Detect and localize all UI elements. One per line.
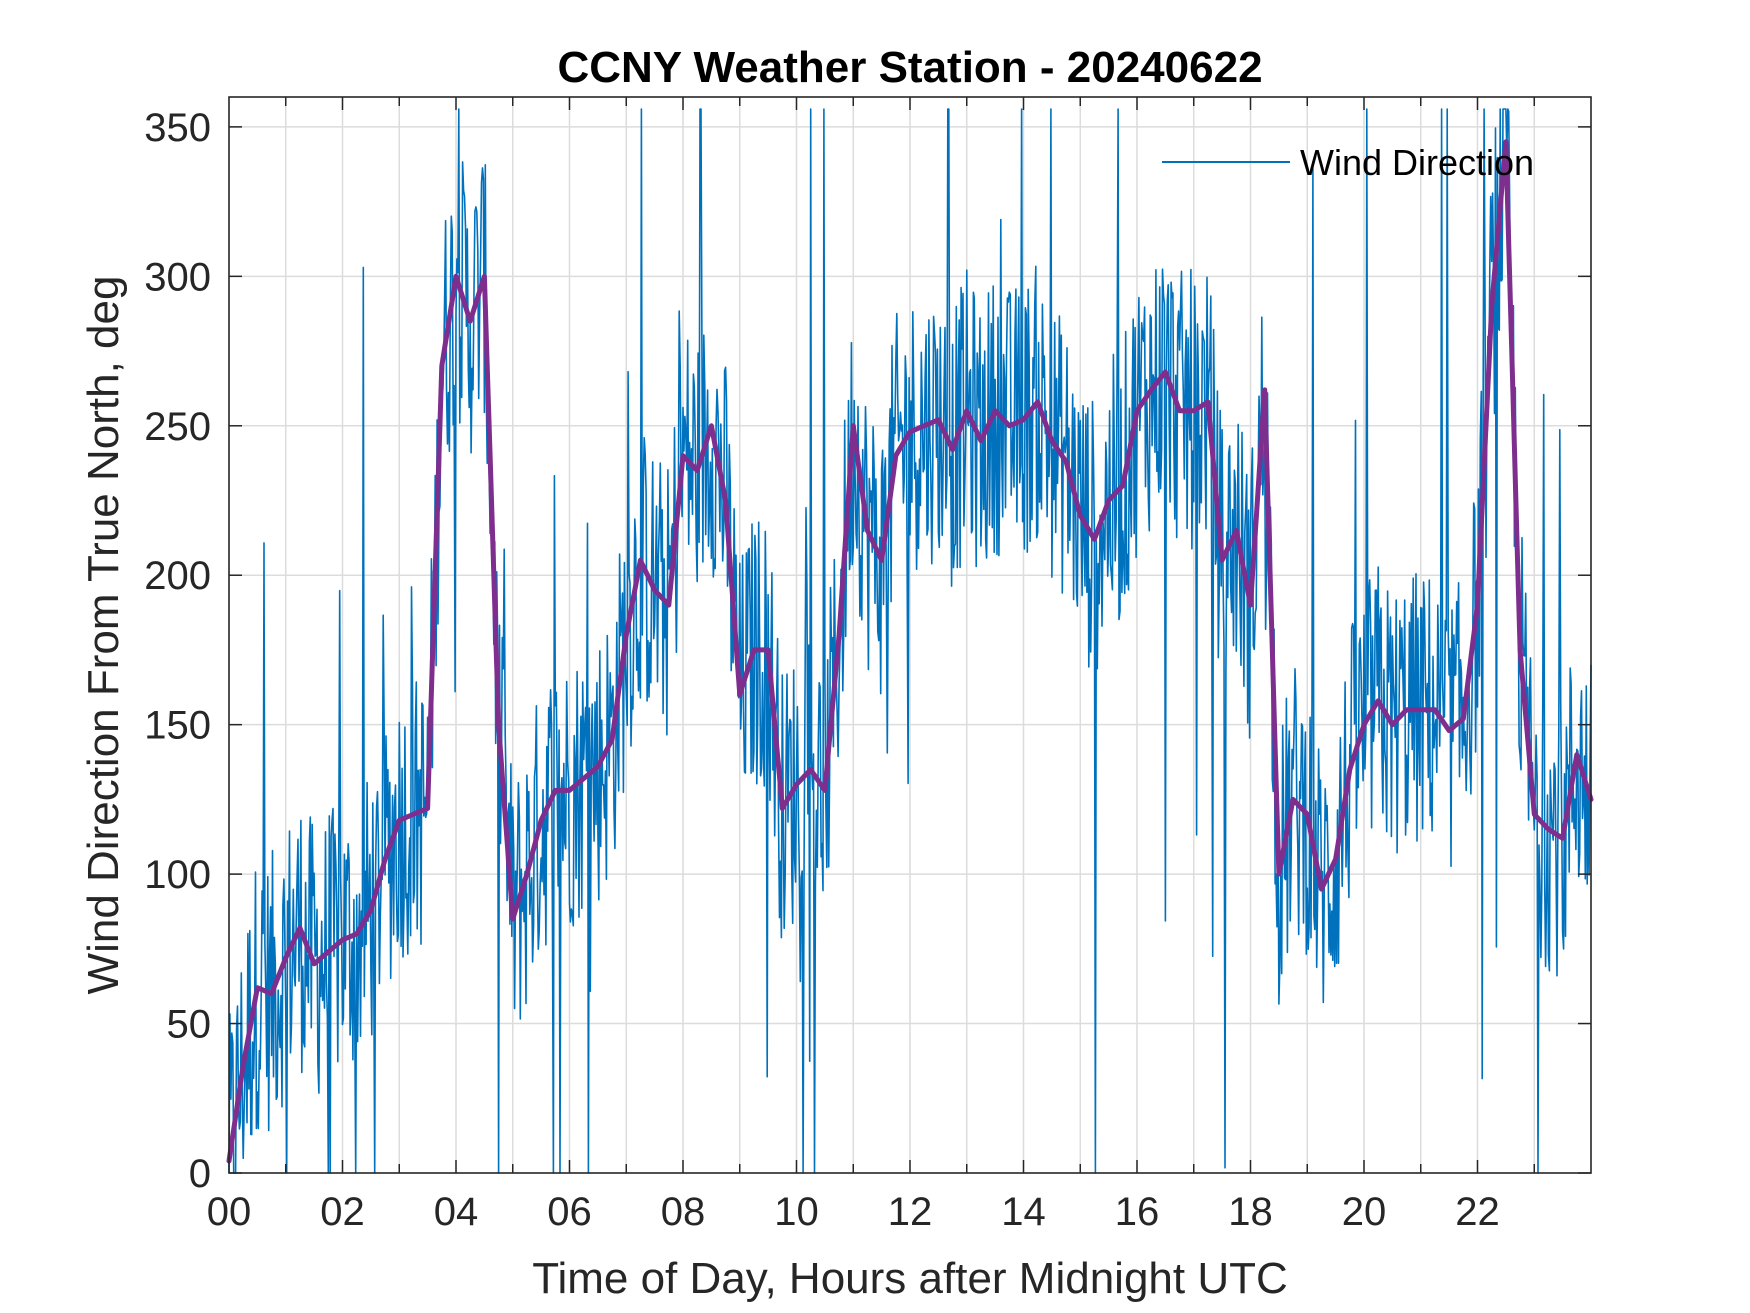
y-tick-label: 100: [144, 853, 211, 897]
x-tick-label: 14: [1001, 1190, 1046, 1234]
x-axis-title: Time of Day, Hours after Midnight UTC: [532, 1254, 1288, 1303]
y-axis-title: Wind Direction From True North, deg: [79, 276, 128, 995]
x-tick-label: 12: [888, 1190, 933, 1234]
y-tick-label: 300: [144, 255, 211, 299]
x-tick-label: 20: [1342, 1190, 1387, 1234]
x-tick-label: 18: [1228, 1190, 1273, 1234]
legend: Wind Direction: [1162, 142, 1534, 183]
x-tick-label: 04: [434, 1190, 479, 1234]
series-line-moving-average: [226, 139, 1594, 1164]
legend-label-wind-direction: Wind Direction: [1300, 142, 1534, 183]
x-tick-label: 00: [207, 1190, 252, 1234]
series-line-wind-direction: [228, 108, 1592, 1174]
series-layer: [226, 108, 1594, 1174]
x-tick-labels: 00 02 04 06 08 10 12 14 16 18 20 22: [207, 1190, 1500, 1234]
x-tick-label: 08: [661, 1190, 706, 1234]
x-tick-label: 10: [774, 1190, 819, 1234]
x-tick-label: 02: [320, 1190, 365, 1234]
y-tick-label: 150: [144, 704, 211, 748]
y-tick-labels: 0 50 100 150 200 250 300 350: [144, 106, 211, 1196]
x-tick-label: 06: [547, 1190, 592, 1234]
x-tick-label: 16: [1115, 1190, 1160, 1234]
y-tick-label: 0: [189, 1152, 211, 1196]
chart-title: CCNY Weather Station - 20240622: [557, 43, 1262, 92]
y-tick-label: 50: [167, 1003, 212, 1047]
x-tick-label: 22: [1455, 1190, 1500, 1234]
y-tick-label: 350: [144, 106, 211, 150]
tick-marks: [229, 97, 1591, 1174]
y-tick-label: 250: [144, 405, 211, 449]
y-tick-label: 200: [144, 554, 211, 598]
